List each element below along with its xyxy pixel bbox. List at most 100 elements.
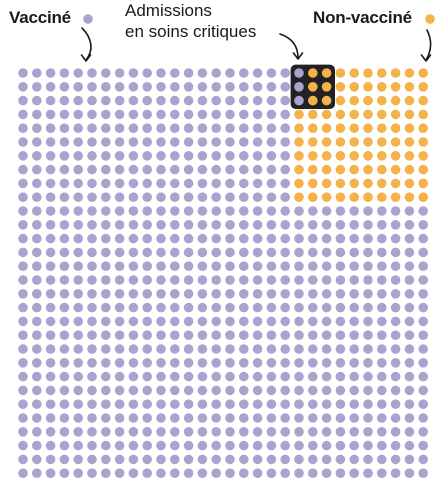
dot-vaccinated xyxy=(239,371,249,382)
dot-vaccinated xyxy=(45,247,56,258)
dot-vaccinated xyxy=(87,123,97,133)
dot-vaccinated xyxy=(294,454,304,465)
dot-vaccinated xyxy=(170,82,180,92)
dot-vaccinated xyxy=(156,233,166,244)
dot-vaccinated xyxy=(183,302,194,313)
dot-vaccinated xyxy=(142,454,152,465)
dot-vaccinated xyxy=(73,440,83,451)
dot-vaccinated xyxy=(128,233,139,244)
dot-vaccinated xyxy=(308,344,318,354)
callouts xyxy=(80,14,435,109)
dot-vaccinated xyxy=(114,427,125,437)
dot-vaccinated xyxy=(335,206,346,216)
dot-vaccinated xyxy=(183,413,194,423)
dot-vaccinated xyxy=(18,344,28,354)
dot-vaccinated xyxy=(114,82,125,92)
icu-dot-vaccinated xyxy=(294,68,304,78)
dot-vaccinated xyxy=(59,454,70,465)
icu-dot-non-vaccinated xyxy=(321,68,332,78)
icu-dot-vaccinated xyxy=(294,82,304,92)
dot-vaccinated xyxy=(142,468,152,479)
dot-non-vaccinated xyxy=(335,123,346,133)
dot-vaccinated xyxy=(211,289,221,299)
dot-vaccinated xyxy=(349,454,360,465)
dot-vaccinated xyxy=(101,302,111,313)
dot-vaccinated xyxy=(156,344,166,354)
dot-non-vaccinated xyxy=(377,178,387,189)
legend-non-vaccinated-dot xyxy=(425,14,435,24)
dot-vaccinated xyxy=(32,344,42,354)
dot-vaccinated xyxy=(73,427,83,437)
dot-vaccinated xyxy=(87,413,97,423)
dot-vaccinated xyxy=(101,68,111,78)
icu-dot-non-vaccinated xyxy=(321,95,332,106)
dot-vaccinated xyxy=(87,95,97,106)
dot-vaccinated xyxy=(101,468,111,479)
dot-vaccinated xyxy=(252,454,263,465)
dot-vaccinated xyxy=(183,233,194,244)
dot-vaccinated xyxy=(18,399,28,410)
dot-vaccinated xyxy=(59,137,70,147)
dot-vaccinated xyxy=(183,371,194,382)
icu-dot-non-vaccinated xyxy=(308,95,318,106)
dot-vaccinated xyxy=(156,123,166,133)
dot-vaccinated xyxy=(101,247,111,258)
dot-vaccinated xyxy=(266,440,277,451)
dot-vaccinated xyxy=(294,261,304,272)
dot-vaccinated xyxy=(390,330,401,341)
dot-vaccinated xyxy=(101,220,111,230)
dot-vaccinated xyxy=(18,371,28,382)
dot-vaccinated xyxy=(197,275,208,285)
dot-vaccinated xyxy=(170,316,180,327)
dot-vaccinated xyxy=(239,151,249,161)
dot-vaccinated xyxy=(252,151,263,161)
dot-vaccinated xyxy=(211,302,221,313)
dot-vaccinated xyxy=(225,109,235,120)
dot-vaccinated xyxy=(280,385,291,396)
dot-vaccinated xyxy=(377,385,387,396)
dot-vaccinated xyxy=(156,151,166,161)
dot-vaccinated xyxy=(114,109,125,120)
dot-vaccinated xyxy=(211,413,221,423)
dot-vaccinated xyxy=(101,95,111,106)
dot-vaccinated xyxy=(32,275,42,285)
dot-vaccinated xyxy=(321,399,332,410)
dot-non-vaccinated xyxy=(335,164,346,175)
dot-vaccinated xyxy=(239,192,249,202)
dot-vaccinated xyxy=(404,316,415,327)
dot-vaccinated xyxy=(45,220,56,230)
dot-vaccinated xyxy=(239,427,249,437)
dot-vaccinated xyxy=(211,151,221,161)
dot-vaccinated xyxy=(211,82,221,92)
dot-vaccinated xyxy=(252,123,263,133)
dot-vaccinated xyxy=(45,95,56,106)
dot-non-vaccinated xyxy=(294,164,304,175)
dot-vaccinated xyxy=(183,178,194,189)
dot-vaccinated xyxy=(32,468,42,479)
dot-vaccinated xyxy=(32,82,42,92)
dot-vaccinated xyxy=(32,316,42,327)
dot-vaccinated xyxy=(321,344,332,354)
dot-vaccinated xyxy=(211,220,221,230)
dot-vaccinated xyxy=(280,302,291,313)
dot-vaccinated xyxy=(101,413,111,423)
dot-vaccinated xyxy=(225,164,235,175)
dot-vaccinated xyxy=(239,358,249,368)
dot-vaccinated xyxy=(321,427,332,437)
dot-vaccinated xyxy=(87,468,97,479)
dot-vaccinated xyxy=(211,316,221,327)
dot-vaccinated xyxy=(18,82,28,92)
dot-vaccinated xyxy=(266,247,277,258)
dot-vaccinated xyxy=(73,399,83,410)
dot-vaccinated xyxy=(197,82,208,92)
dot-vaccinated xyxy=(266,344,277,354)
dot-vaccinated xyxy=(59,151,70,161)
dot-vaccinated xyxy=(252,289,263,299)
dot-vaccinated xyxy=(335,247,346,258)
dot-vaccinated xyxy=(128,385,139,396)
dot-vaccinated xyxy=(114,95,125,106)
dot-vaccinated xyxy=(18,192,28,202)
dot-vaccinated xyxy=(404,358,415,368)
dot-non-vaccinated xyxy=(349,82,360,92)
dot-vaccinated xyxy=(211,344,221,354)
